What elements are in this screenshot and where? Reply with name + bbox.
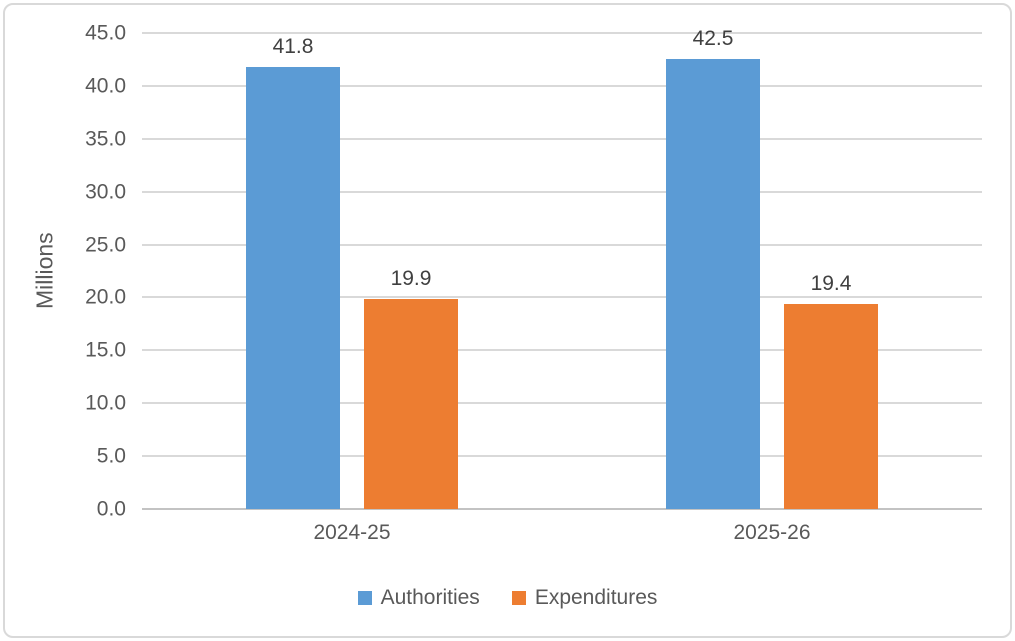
- bar-authorities: 42.5: [666, 27, 760, 509]
- x-axis-label: 2024-25: [313, 521, 391, 544]
- gridline: [142, 243, 982, 246]
- x-axis-label: 2025-26: [733, 521, 811, 544]
- data-label: 19.4: [810, 271, 852, 295]
- y-tick-label: 45.0: [85, 21, 126, 45]
- legend-swatch-icon: [511, 591, 526, 605]
- legend-label: Authorities: [380, 586, 480, 609]
- bar-authorities: 41.8: [246, 35, 340, 509]
- y-tick-label: 15.0: [85, 338, 126, 362]
- gridline: [142, 32, 982, 34]
- gridline: [142, 137, 982, 140]
- y-tick-label: 5.0: [96, 444, 126, 468]
- gridline: [142, 296, 982, 299]
- gridline: [142, 349, 982, 352]
- plot-area: 41.8 19.9 42.5 19.4: [142, 27, 982, 510]
- legend-item-expenditures: Expenditures: [511, 586, 658, 610]
- bar-group: 41.8 19.9: [142, 33, 562, 509]
- data-label: 42.5: [692, 27, 734, 51]
- y-tick-label: 10.0: [85, 391, 126, 415]
- x-axis-labels: 2024-25 2025-26: [142, 521, 982, 545]
- gridline: [142, 402, 982, 405]
- gridline: [142, 84, 982, 87]
- data-label: 19.9: [390, 266, 432, 290]
- y-axis-ticks: 0.0 5.0 10.0 15.0 20.0 25.0 30.0 35.0 40.0 45.0: [0, 23, 126, 520]
- bar-expenditures: 19.9: [364, 267, 458, 509]
- bar-expenditures: 19.4: [784, 272, 878, 509]
- bar-group: 42.5 19.4: [562, 27, 982, 509]
- y-tick-label: 35.0: [85, 127, 126, 151]
- bar-groups: 41.8 19.9 42.5 19.4: [142, 27, 982, 509]
- data-label: 41.8: [272, 34, 314, 58]
- legend-item-authorities: Authorities: [357, 586, 480, 610]
- y-tick-label: 0.0: [96, 497, 126, 521]
- legend: Authorities Expenditures: [0, 586, 1015, 610]
- y-tick-label: 20.0: [85, 285, 126, 309]
- y-tick-label: 25.0: [85, 233, 126, 257]
- legend-swatch-icon: [357, 591, 372, 605]
- gridline: [142, 455, 982, 458]
- legend-label: Expenditures: [534, 586, 658, 609]
- y-tick-label: 40.0: [85, 74, 126, 98]
- y-tick-label: 30.0: [85, 180, 126, 204]
- gridline: [142, 190, 982, 193]
- x-axis-line: [142, 508, 982, 510]
